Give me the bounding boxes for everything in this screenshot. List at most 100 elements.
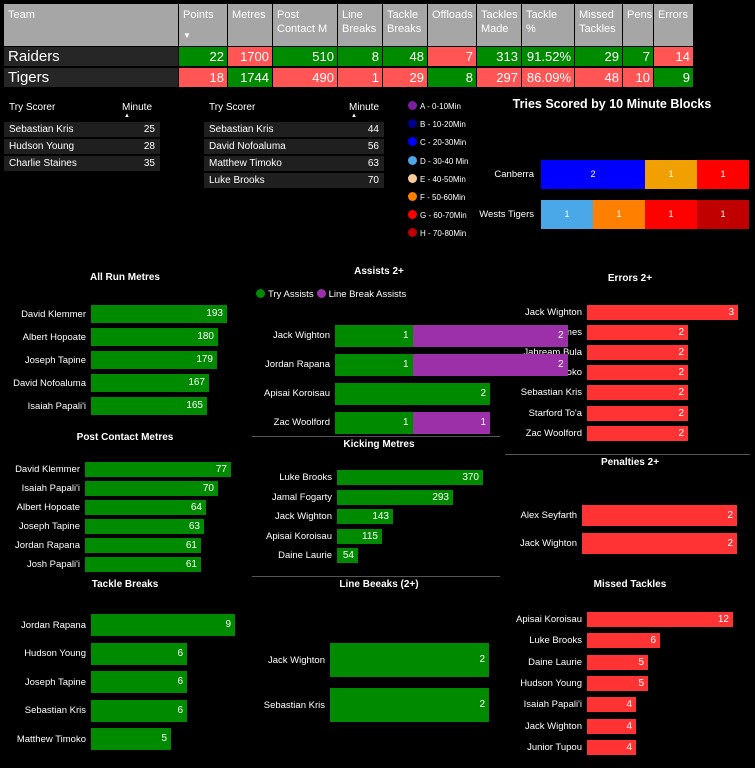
legend-dot bbox=[408, 101, 417, 110]
try-scorer-header: Try Scorer bbox=[209, 102, 256, 113]
legend-dot bbox=[316, 289, 326, 298]
try-scorer-header: Try Scorer bbox=[9, 102, 56, 113]
chart-title-miss: Missed Tackles bbox=[593, 579, 667, 590]
bar: 2 bbox=[330, 688, 489, 722]
bar-label: Albert Hopoate bbox=[22, 331, 86, 343]
bar-segment: 1 bbox=[593, 200, 645, 229]
minute-header: Minute bbox=[122, 102, 153, 113]
stat-cell: 1700 bbox=[228, 47, 272, 66]
bar-label: Jordan Rapana bbox=[21, 619, 86, 631]
table-row: Matthew Timoko 63 bbox=[204, 156, 384, 171]
legend-label: B - 10-20Min bbox=[420, 120, 466, 130]
bar: 61 bbox=[85, 557, 201, 572]
bar: 193 bbox=[91, 305, 227, 323]
bar-label: Matthew Timoko bbox=[16, 733, 86, 745]
bar: 12 bbox=[587, 612, 733, 627]
bar: 3 bbox=[587, 305, 738, 320]
legend-item: E - 40-50Min bbox=[408, 173, 466, 186]
bar: 77 bbox=[85, 462, 231, 477]
scorer-minute: 44 bbox=[367, 124, 379, 135]
bar: 5 bbox=[91, 728, 171, 750]
chart-title-err: Errors 2+ bbox=[607, 273, 653, 284]
legend-dot bbox=[408, 119, 417, 129]
bar-segment: 1 bbox=[335, 325, 413, 347]
bar: 2 bbox=[582, 505, 737, 526]
bar-segment: 2 bbox=[412, 325, 568, 347]
bar-label: Hudson Young bbox=[520, 677, 582, 689]
stat-cell: 7 bbox=[623, 47, 653, 66]
chart-title-run: All Run Metres bbox=[89, 272, 160, 283]
header-tackle-breaks: Tackle Breaks bbox=[383, 4, 427, 46]
bar-label: Jack Wighton bbox=[272, 330, 330, 341]
legend-label: A - 0-10Min bbox=[420, 102, 461, 111]
header-offloads: Offloads bbox=[428, 4, 476, 46]
bar-label: Luke Brooks bbox=[529, 635, 582, 647]
bar-label: Josh Papali'i bbox=[26, 559, 80, 570]
header-post-contact-m: Post Contact M bbox=[273, 4, 337, 46]
stat-cell: 29 bbox=[383, 68, 427, 87]
stat-cell: 86.09% bbox=[522, 68, 574, 87]
stat-cell: 48 bbox=[383, 47, 427, 66]
legend-label: Try Assists bbox=[268, 289, 314, 300]
stat-cell: 91.52% bbox=[522, 47, 574, 66]
bar-label: Albert Hopoate bbox=[16, 502, 80, 513]
divider bbox=[252, 436, 500, 437]
legend-item: B - 10-20Min bbox=[408, 119, 466, 131]
divider bbox=[252, 576, 500, 577]
bar: 70 bbox=[85, 481, 218, 496]
bar-label: Jordan Rapana bbox=[15, 540, 80, 551]
bar-label: Starford To'a bbox=[528, 407, 582, 419]
stat-cell: 510 bbox=[273, 47, 337, 66]
bar-label: Junior Tupou bbox=[527, 741, 582, 753]
legend-dot bbox=[408, 137, 417, 147]
table-row: Sebastian Kris 25 bbox=[4, 122, 160, 137]
bar: 2 bbox=[587, 365, 688, 381]
bar-label: Isaiah Papali'i bbox=[523, 699, 582, 711]
legend-dot bbox=[408, 228, 417, 238]
chart-title-pen: Penalties 2+ bbox=[600, 457, 660, 468]
sort-arrow-icon: ▲ bbox=[351, 113, 357, 119]
bar-segment: 2 bbox=[412, 354, 568, 376]
legend-dot bbox=[408, 192, 417, 201]
header-tackles-made: Tackles Made bbox=[477, 4, 521, 46]
legend-dot bbox=[256, 289, 265, 298]
bar: 180 bbox=[91, 328, 218, 346]
bar-label: Hudson Young bbox=[24, 648, 86, 659]
bar: 167 bbox=[91, 374, 209, 392]
bar: 2 bbox=[582, 532, 737, 554]
bar-label: Joseph Tapine bbox=[24, 676, 86, 688]
bar: 143 bbox=[337, 509, 393, 524]
bar-label: Wests Tigers bbox=[479, 209, 534, 220]
team-name-tigers: Tigers bbox=[4, 68, 178, 87]
bar-label: Sebastian Kris bbox=[24, 705, 86, 716]
legend-dot bbox=[408, 210, 417, 220]
scorer-minute: 25 bbox=[143, 124, 155, 135]
bar: 179 bbox=[91, 351, 217, 369]
bar: 370 bbox=[337, 470, 483, 485]
legend-label: D - 30-40 Min bbox=[420, 156, 469, 166]
bar-label: Jack Wighton bbox=[524, 307, 582, 318]
table-row: Hudson Young 28 bbox=[4, 139, 160, 154]
legend-label: Line Break Assists bbox=[328, 289, 407, 300]
header-team: Team bbox=[4, 4, 178, 46]
stat-cell: 8 bbox=[428, 68, 476, 87]
legend-label: F - 50-60Min bbox=[420, 193, 466, 202]
scorer-name: David Nofoaluma bbox=[209, 141, 286, 152]
chart-title-pcm: Post Contact Metres bbox=[76, 432, 174, 443]
stat-cell: 14 bbox=[654, 47, 693, 66]
bar: 54 bbox=[337, 548, 358, 563]
scorer-name: Sebastian Kris bbox=[209, 124, 274, 135]
bar: 165 bbox=[91, 397, 207, 415]
scorer-minute: 63 bbox=[367, 158, 379, 169]
stat-cell: 7 bbox=[428, 47, 476, 66]
header-errors: Errors bbox=[654, 4, 693, 46]
bar: 2 bbox=[330, 643, 489, 677]
stat-cell: 48 bbox=[575, 68, 622, 87]
bar-label: Jack Wighton bbox=[274, 511, 332, 522]
bar: 2 bbox=[587, 425, 688, 441]
bar: 2 bbox=[587, 385, 688, 401]
stat-cell: 8 bbox=[338, 47, 382, 66]
divider bbox=[505, 454, 750, 455]
bar-segment: 1 bbox=[697, 200, 749, 229]
scorer-name: Matthew Timoko bbox=[209, 158, 282, 169]
